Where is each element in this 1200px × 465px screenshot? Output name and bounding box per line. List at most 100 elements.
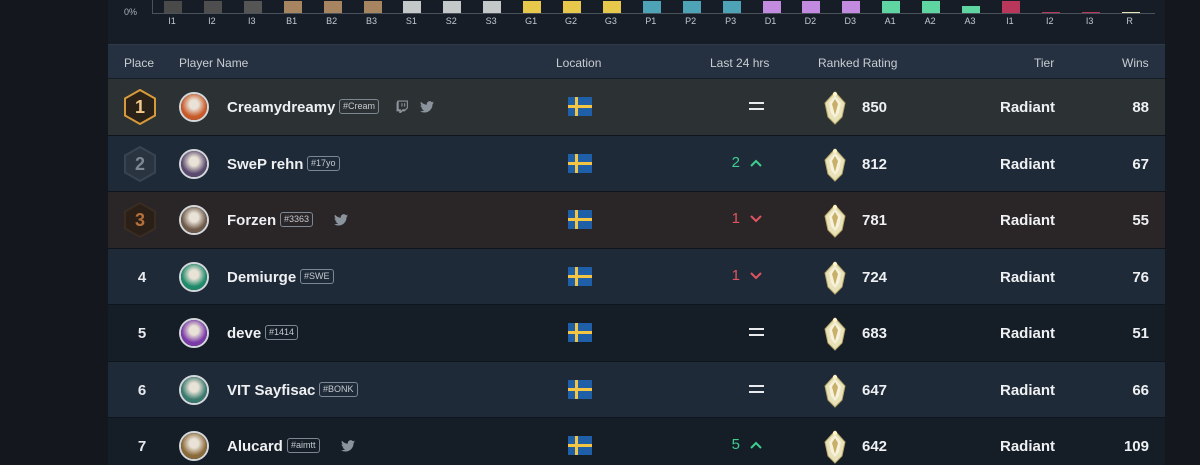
distribution-bar[interactable]: [523, 1, 542, 13]
place-number: 7: [137, 438, 147, 455]
player-name[interactable]: VIT Sayfisac: [227, 381, 316, 399]
ranked-rating: 812: [862, 155, 888, 173]
sweden-flag-icon: [568, 266, 592, 286]
distribution-bar[interactable]: [722, 1, 741, 13]
tier-label: Radiant: [1000, 438, 1056, 455]
distribution-bar[interactable]: [164, 1, 182, 13]
distribution-bar[interactable]: [602, 1, 621, 13]
twitch-icon[interactable]: [396, 100, 409, 118]
distribution-bar[interactable]: [243, 1, 262, 13]
sweden-flag-icon: [568, 153, 592, 173]
equal-icon: [749, 325, 764, 343]
rank-change-value: 5: [731, 436, 740, 453]
sweden-flag-icon: [568, 210, 592, 229]
table-row[interactable]: 7 Alucard #aimtt 5 642 Radiant 109: [108, 418, 1165, 465]
distribution-bar[interactable]: [682, 1, 701, 13]
sweden-flag-icon: [568, 379, 592, 399]
column-last24[interactable]: Last 24 hrs: [710, 56, 770, 70]
table-row[interactable]: 1 Creamydreamy #Cream 850 Radiant 88: [108, 79, 1165, 136]
table-row[interactable]: 2 SweP rehn #17yo 2 812 Radiant 67: [108, 135, 1165, 192]
distribution-bar[interactable]: [642, 1, 661, 13]
rank-change-value: 1: [731, 266, 740, 284]
avatar[interactable]: [179, 374, 209, 405]
place-number: 6: [137, 381, 147, 399]
distribution-bar[interactable]: [962, 6, 980, 13]
distribution-bar[interactable]: [323, 1, 342, 13]
tier-label: Radiant: [1000, 155, 1056, 173]
table-row[interactable]: 3 Forzen #3363 1 781 Radiant 55: [108, 192, 1165, 249]
twitter-icon[interactable]: [341, 439, 355, 457]
player-tag: #3363: [280, 212, 314, 227]
x-tick-label: P2: [685, 16, 697, 26]
player-name[interactable]: Creamydreamy: [227, 99, 336, 116]
column-wins[interactable]: Wins: [1122, 56, 1149, 70]
distribution-bar[interactable]: [283, 1, 302, 13]
distribution-bar[interactable]: [203, 1, 222, 13]
x-tick-label: A1: [884, 16, 896, 26]
distribution-bar[interactable]: [882, 1, 901, 13]
avatar[interactable]: [179, 431, 209, 461]
distribution-bar[interactable]: [1081, 12, 1100, 13]
column-location[interactable]: Location: [556, 56, 602, 70]
twitter-icon[interactable]: [420, 100, 434, 118]
table-row[interactable]: 6 VIT Sayfisac #BONK 647 Radiant 66: [108, 361, 1165, 418]
place-number: 5: [137, 325, 147, 342]
radiant-rank-icon: [824, 317, 846, 356]
distribution-bar[interactable]: [762, 1, 781, 13]
distribution-bar[interactable]: [1041, 12, 1060, 13]
distribution-bar[interactable]: [563, 1, 581, 13]
distribution-bar[interactable]: [363, 1, 382, 13]
x-tick-label: G2: [564, 16, 577, 26]
distribution-bar[interactable]: [1121, 12, 1140, 13]
player-tag: #Cream: [339, 99, 380, 114]
wins-count: 67: [1132, 155, 1149, 173]
column-player-name[interactable]: Player Name: [179, 56, 249, 70]
avatar[interactable]: [179, 148, 209, 179]
tier-label: Radiant: [1000, 268, 1056, 286]
distribution-bar[interactable]: [483, 1, 502, 13]
distribution-bar[interactable]: [842, 1, 861, 13]
sweden-flag-icon: [568, 323, 592, 342]
tier-label: Radiant: [1000, 212, 1056, 229]
tier-label: Radiant: [1000, 99, 1056, 116]
table-row[interactable]: 5 deve #1414 683 Radiant 51: [108, 305, 1165, 362]
player-name[interactable]: Demiurge: [227, 268, 297, 286]
column-tier[interactable]: Tier: [1034, 56, 1055, 70]
x-tick-label: A3: [964, 16, 976, 26]
avatar[interactable]: [179, 205, 209, 235]
table-row[interactable]: 4 Demiurge #SWE 1 724 Radiant 76: [108, 248, 1165, 305]
player-name[interactable]: Forzen: [227, 212, 277, 229]
place-number: 1: [134, 97, 145, 117]
leaderboard-panel: 0% I1 I2 I3 B1 B2 B3 S1 S2 S3 G1 G2 G3 P1 P2 P3 D1 D2 D3 A…: [108, 0, 1165, 465]
distribution-bar[interactable]: [403, 1, 422, 13]
y-axis-label: 0%: [124, 7, 138, 17]
column-rating[interactable]: Ranked Rating: [818, 56, 898, 70]
column-place[interactable]: Place: [124, 56, 155, 70]
distribution-bar[interactable]: [443, 1, 462, 13]
chart-area: [152, 0, 1155, 14]
player-tag: #BONK: [319, 381, 358, 397]
x-tick-label: A2: [924, 16, 936, 26]
twitter-icon[interactable]: [334, 213, 348, 231]
radiant-rank-icon: [824, 147, 846, 187]
x-tick-label: I3: [248, 16, 256, 26]
avatar[interactable]: [179, 318, 209, 348]
wins-count: 109: [1123, 438, 1149, 455]
avatar[interactable]: [179, 92, 209, 122]
x-tick-label: I1: [168, 16, 176, 26]
x-tick-label: G1: [525, 16, 538, 26]
chevron-down-icon: [749, 212, 763, 230]
distribution-bar[interactable]: [802, 1, 821, 13]
ranked-rating: 724: [862, 268, 888, 286]
distribution-bar[interactable]: [1001, 1, 1020, 13]
player-name[interactable]: Alucard: [227, 438, 283, 455]
player-name[interactable]: SweP rehn: [227, 155, 304, 173]
x-tick-label: G3: [604, 16, 617, 26]
distribution-bar[interactable]: [922, 1, 941, 13]
avatar[interactable]: [179, 261, 209, 292]
radiant-rank-icon: [824, 260, 846, 300]
x-tick-label: S1: [405, 16, 417, 26]
player-name[interactable]: deve: [227, 325, 262, 342]
x-tick-label: S3: [485, 16, 497, 26]
ranked-rating: 642: [862, 438, 888, 455]
